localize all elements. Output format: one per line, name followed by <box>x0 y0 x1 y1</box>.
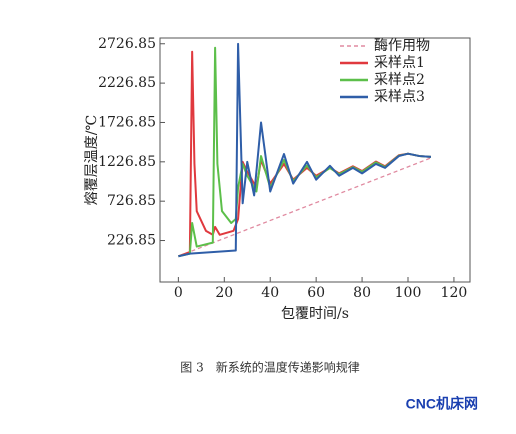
series-line <box>178 157 432 257</box>
watermark: CNC机床网 <box>406 396 478 412</box>
y-tick-label: 2226.85 <box>98 75 156 91</box>
legend-label: 采样点3 <box>374 89 425 105</box>
x-axis-label: 包覆时间/s <box>281 306 349 322</box>
x-tick-label: 120 <box>441 285 468 301</box>
x-tick-label: 80 <box>353 285 371 301</box>
x-tick-label: 60 <box>307 285 325 301</box>
y-tick-label: 1226.85 <box>98 154 156 170</box>
series-line <box>178 42 432 258</box>
legend-label: 酶作用物 <box>374 38 430 54</box>
y-tick-label: 1726.85 <box>98 114 156 130</box>
y-tick-label: 726.85 <box>107 193 156 209</box>
x-tick-label: 0 <box>174 285 183 301</box>
y-tick-label: 226.85 <box>107 233 156 249</box>
x-tick-label: 40 <box>261 285 279 301</box>
y-axis-label: 熔覆层温度/℃ <box>84 115 100 205</box>
x-tick-label: 20 <box>215 285 233 301</box>
plot-frame <box>159 37 471 283</box>
y-tick-label: 2726.85 <box>98 36 156 52</box>
legend-label: 采样点2 <box>374 72 425 88</box>
x-tick-label: 100 <box>395 285 422 301</box>
caption: 图 3 新系统的温度传递影响规律 <box>180 360 359 375</box>
series-line <box>178 46 432 258</box>
legend-label: 采样点1 <box>374 55 425 71</box>
